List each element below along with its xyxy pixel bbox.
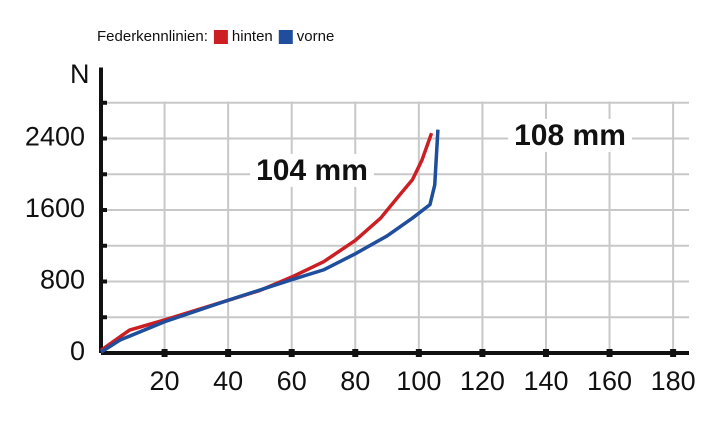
- legend-title: Federkennlinien:: [97, 28, 208, 45]
- annotation-bg: [250, 153, 374, 187]
- x-tick-label: 60: [277, 366, 307, 396]
- x-tick-label: 160: [587, 366, 632, 396]
- legend-swatch: [278, 30, 293, 44]
- x-tick-label: 80: [340, 366, 370, 396]
- series-line: [100, 129, 440, 354]
- y-tick-label: 2400: [25, 122, 85, 152]
- y-tick-label: 1600: [25, 193, 85, 223]
- annotation: 108 mm: [514, 119, 626, 152]
- legend-swatch: [213, 30, 228, 44]
- x-tick-label: 180: [651, 366, 696, 396]
- legend-label: vorne: [297, 28, 335, 45]
- y-tick-label: 0: [70, 336, 85, 366]
- y-tick-label: 800: [40, 265, 85, 295]
- legend-label: hinten: [232, 28, 273, 45]
- x-tick-label: 20: [150, 366, 180, 396]
- x-tick-label: 40: [213, 366, 243, 396]
- x-tick-label: 140: [523, 366, 568, 396]
- y-axis-label: N: [70, 59, 90, 89]
- x-tick-label: 100: [396, 366, 441, 396]
- annotation-bg: [508, 118, 632, 152]
- annotation: 104 mm: [256, 154, 368, 187]
- x-tick-label: 120: [460, 366, 505, 396]
